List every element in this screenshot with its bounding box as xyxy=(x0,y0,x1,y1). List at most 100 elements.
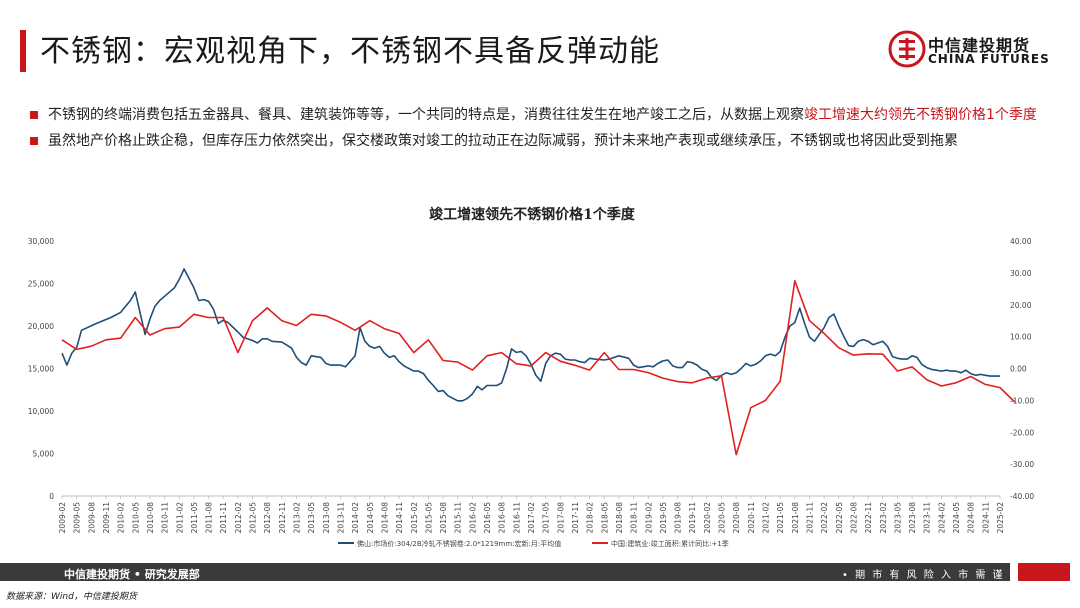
x-tick-label: 2017-08 xyxy=(556,502,565,534)
x-tick-label: 2013-08 xyxy=(322,502,331,534)
x-tick-label: 2012-02 xyxy=(234,502,243,534)
x-tick-label: 2019-08 xyxy=(674,502,683,534)
y-right-tick-label: 20.00 xyxy=(1010,301,1032,310)
x-tick-label: 2016-02 xyxy=(468,502,477,534)
x-tick-label: 2020-02 xyxy=(703,502,712,534)
x-tick-label: 2024-05 xyxy=(952,502,961,534)
y-right-tick-label: 40.00 xyxy=(1010,237,1032,246)
y-left-tick-label: 15,000 xyxy=(28,365,54,374)
x-tick-label: 2013-05 xyxy=(307,502,316,534)
x-tick-label: 2023-02 xyxy=(879,502,888,534)
bullet-list: 不锈钢的终端消费包括五金器具、餐具、建筑装饰等等，一个共同的特点是，消费往往发生… xyxy=(30,102,1060,154)
chart-title: 竣工增速领先不锈钢价格1个季度 xyxy=(429,206,636,223)
page-title: 不锈钢：宏观视角下，不锈钢不具备反弹动能 xyxy=(40,34,660,69)
x-tick-label: 2009-05 xyxy=(73,502,82,534)
x-tick-label: 2010-02 xyxy=(117,502,126,534)
footer-accent-block xyxy=(1018,563,1070,581)
x-tick-label: 2019-02 xyxy=(644,502,653,534)
x-tick-label: 2014-02 xyxy=(351,502,360,534)
y-left-tick-label: 0 xyxy=(49,492,54,501)
x-tick-label: 2023-11 xyxy=(923,502,932,534)
x-tick-label: 2013-11 xyxy=(336,502,345,534)
x-tick-label: 2015-11 xyxy=(454,502,463,534)
x-tick-label: 2020-11 xyxy=(747,502,756,534)
bullet-item: 不锈钢的终端消费包括五金器具、餐具、建筑装饰等等，一个共同的特点是，消费往往发生… xyxy=(30,102,1060,128)
x-tick-label: 2017-02 xyxy=(527,502,536,534)
x-tick-label: 2020-08 xyxy=(732,502,741,534)
x-tick-label: 2021-05 xyxy=(776,502,785,534)
x-tick-label: 2015-08 xyxy=(439,502,448,534)
x-tick-label: 2022-05 xyxy=(835,502,844,534)
y-right-tick-label: 30.00 xyxy=(1010,269,1032,278)
bullet-text: 不锈钢的终端消费包括五金器具、餐具、建筑装饰等等，一个共同的特点是，消费往往发生… xyxy=(48,107,804,123)
y-left-tick-label: 20,000 xyxy=(28,322,54,331)
bullet-item: 虽然地产价格止跌企稳，但库存压力依然突出，保交楼政策对竣工的拉动正在边际减弱，预… xyxy=(30,128,1060,154)
bullet-text: 虽然地产价格止跌企稳，但库存压力依然突出，保交楼政策对竣工的拉动正在边际减弱，预… xyxy=(48,133,958,149)
data-source: 数据来源：Wind，中信建投期货 xyxy=(6,592,137,602)
y-right-tick-label: 10.00 xyxy=(1010,333,1032,342)
x-tick-label: 2012-08 xyxy=(263,502,272,534)
x-tick-label: 2022-02 xyxy=(820,502,829,534)
x-tick-label: 2015-05 xyxy=(424,502,433,534)
x-tick-label: 2020-05 xyxy=(718,502,727,534)
footer-bar xyxy=(0,563,1010,581)
y-left-tick-label: 25,000 xyxy=(28,280,54,289)
x-tick-label: 2010-08 xyxy=(146,502,155,534)
x-tick-label: 2021-11 xyxy=(805,502,814,534)
x-tick-label: 2009-02 xyxy=(58,502,67,534)
legend-label: 佛山:市场价:304/2B冷轧不锈钢卷:2.0*1219mm:宏新:月:平均值 xyxy=(357,539,561,548)
x-tick-label: 2011-05 xyxy=(190,502,199,534)
x-tick-label: 2023-08 xyxy=(908,502,917,534)
logo-english-name: CHINA FUTURES xyxy=(928,52,1050,66)
company-logo: 中信建投期货 CHINA FUTURES xyxy=(888,30,1058,72)
y-right-tick-label: -10.00 xyxy=(1010,396,1034,405)
x-tick-label: 2021-02 xyxy=(762,502,771,534)
x-tick-label: 2024-08 xyxy=(967,502,976,534)
x-tick-label: 2016-08 xyxy=(498,502,507,534)
y-right-tick-label: -30.00 xyxy=(1010,460,1034,469)
x-tick-label: 2018-11 xyxy=(630,502,639,534)
y-right-tick-label: -20.00 xyxy=(1010,428,1034,437)
footer-risk-warning: • 期 市 有 风 险 入 市 需 谨 慎 xyxy=(842,570,1022,581)
x-tick-label: 2015-02 xyxy=(410,502,419,534)
x-tick-label: 2024-02 xyxy=(937,502,946,534)
footer-department: 中信建投期货 • 研究发展部 xyxy=(64,568,200,581)
y-left-tick-label: 30,000 xyxy=(28,237,54,246)
x-tick-label: 2014-11 xyxy=(395,502,404,534)
x-tick-label: 2023-05 xyxy=(893,502,902,534)
x-tick-label: 2021-08 xyxy=(791,502,800,534)
x-tick-label: 2019-11 xyxy=(688,502,697,534)
x-tick-label: 2024-11 xyxy=(981,502,990,534)
series-line-stainless-price xyxy=(61,268,1000,402)
x-tick-label: 2016-05 xyxy=(483,502,492,534)
bullet-highlight: 竣工增速大约领先不锈钢价格1个季度 xyxy=(804,107,1037,123)
bullet-square-icon xyxy=(30,137,38,145)
x-tick-label: 2022-11 xyxy=(864,502,873,534)
logo-chinese-name: 中信建投期货 xyxy=(928,36,1031,55)
x-tick-label: 2009-08 xyxy=(87,502,96,534)
x-tick-label: 2022-08 xyxy=(849,502,858,534)
x-tick-label: 2009-11 xyxy=(102,502,111,534)
x-tick-label: 2012-05 xyxy=(249,502,258,534)
x-tick-label: 2010-11 xyxy=(161,502,170,534)
x-tick-label: 2025-02 xyxy=(996,502,1005,534)
y-left-tick-label: 10,000 xyxy=(28,407,54,416)
x-tick-label: 2014-05 xyxy=(366,502,375,534)
x-tick-label: 2011-11 xyxy=(219,502,228,534)
x-tick-label: 2018-08 xyxy=(615,502,624,534)
y-left-tick-label: 5,000 xyxy=(33,450,55,459)
series-line-completion-growth xyxy=(61,280,1016,456)
x-tick-label: 2016-11 xyxy=(512,502,521,534)
x-tick-label: 2011-02 xyxy=(175,502,184,534)
x-tick-label: 2011-08 xyxy=(205,502,214,534)
x-tick-label: 2018-05 xyxy=(600,502,609,534)
x-tick-label: 2012-11 xyxy=(278,502,287,534)
legend-label: 中国:建筑业:竣工面积:累计同比:+1季 xyxy=(611,539,729,548)
x-tick-label: 2013-02 xyxy=(293,502,302,534)
x-tick-label: 2014-08 xyxy=(380,502,389,534)
x-tick-label: 2017-11 xyxy=(571,502,580,534)
x-tick-label: 2019-05 xyxy=(659,502,668,534)
x-tick-label: 2018-02 xyxy=(586,502,595,534)
x-tick-label: 2010-05 xyxy=(131,502,140,534)
x-tick-label: 2017-05 xyxy=(542,502,551,534)
